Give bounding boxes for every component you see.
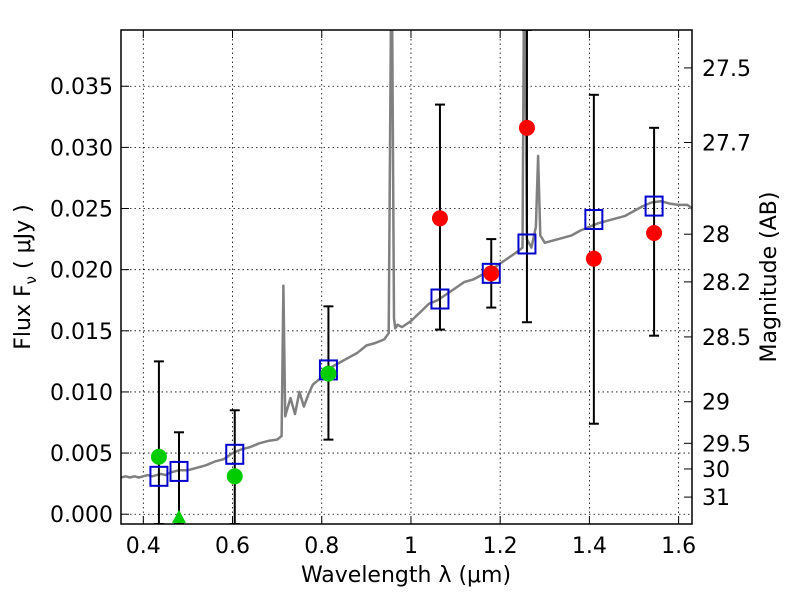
y2-tick-label: 31: [702, 486, 730, 511]
model-photometry-square: [584, 209, 604, 231]
ir-observation-point: [518, 119, 535, 136]
y-tick-label: 0.030: [50, 136, 113, 161]
ir-observation-point: [431, 210, 448, 227]
y2-tick-label: 28.5: [702, 326, 751, 351]
y-tick-label: 0.000: [50, 503, 113, 528]
y-axis-label-subscript: ν: [22, 276, 40, 284]
y-tick-labels: 0.000 0.005 0.010 0.015 0.020 0.025 0.030 0.035: [50, 75, 113, 528]
model-photometry-square: [517, 233, 537, 255]
y-tick-label: 0.025: [50, 198, 113, 223]
hst-observation-point: [150, 448, 167, 465]
model-photometry-square: [481, 262, 501, 284]
y2-tick-label: 28.2: [702, 271, 751, 296]
x-axis-label: Wavelength λ (μm): [301, 563, 511, 588]
ir-observation-point: [585, 250, 602, 267]
model-photometry-square: [430, 288, 450, 310]
x-tick-label: 1.6: [661, 534, 696, 559]
y-axis-label: Flux Fν ( μJy ): [11, 204, 40, 349]
plot-background: [121, 30, 692, 524]
y-tick-label: 0.015: [50, 320, 113, 345]
ir-observation-point: [646, 224, 663, 241]
tick-marks: [121, 30, 692, 524]
model-photometry-square: [149, 465, 169, 487]
y-tick-label: 0.010: [50, 381, 113, 406]
plot-area: [121, 30, 692, 524]
y-tick-label: 0.035: [50, 75, 113, 100]
hst-observation-point: [226, 468, 243, 485]
x-tick-label: 1.2: [483, 534, 518, 559]
y2-tick-label: 28: [702, 223, 730, 248]
y2-tick-label: 27.5: [702, 57, 751, 82]
y2-axis-label: Magnitude (AB): [757, 192, 782, 363]
x-tick-label: 1.4: [572, 534, 607, 559]
x-tick-label: 0.8: [304, 534, 339, 559]
hst-observation-point: [320, 365, 337, 382]
marker-layer: [149, 119, 664, 523]
y2-tick-label: 30: [702, 458, 730, 483]
plot-frame: [120, 29, 693, 525]
x-tick-label: 0.6: [215, 534, 250, 559]
y-tick-label: 0.020: [50, 259, 113, 284]
x-tick-label: 1: [404, 534, 418, 559]
grid-lines: [121, 30, 692, 524]
model-photometry-square: [644, 195, 664, 217]
y2-tick-labels: 27.5 27.7 28 28.2 28.5 29 29.530 31: [702, 57, 751, 511]
y-tick-label: 0.005: [50, 442, 113, 467]
y2-tick-label: 29: [702, 391, 730, 416]
model-photometry-square: [169, 460, 189, 482]
model-photometry-square: [225, 443, 245, 465]
upper-limit-triangle: [171, 509, 186, 523]
x-tick-labels: 0.4 0.6 0.8 1 1.2 1.4 1.6: [126, 534, 696, 559]
y2-tick-label: 27.7: [702, 131, 751, 156]
y2-tick-label: 29.5: [702, 432, 751, 457]
ir-observation-point: [483, 265, 500, 282]
x-tick-label: 0.4: [126, 534, 161, 559]
